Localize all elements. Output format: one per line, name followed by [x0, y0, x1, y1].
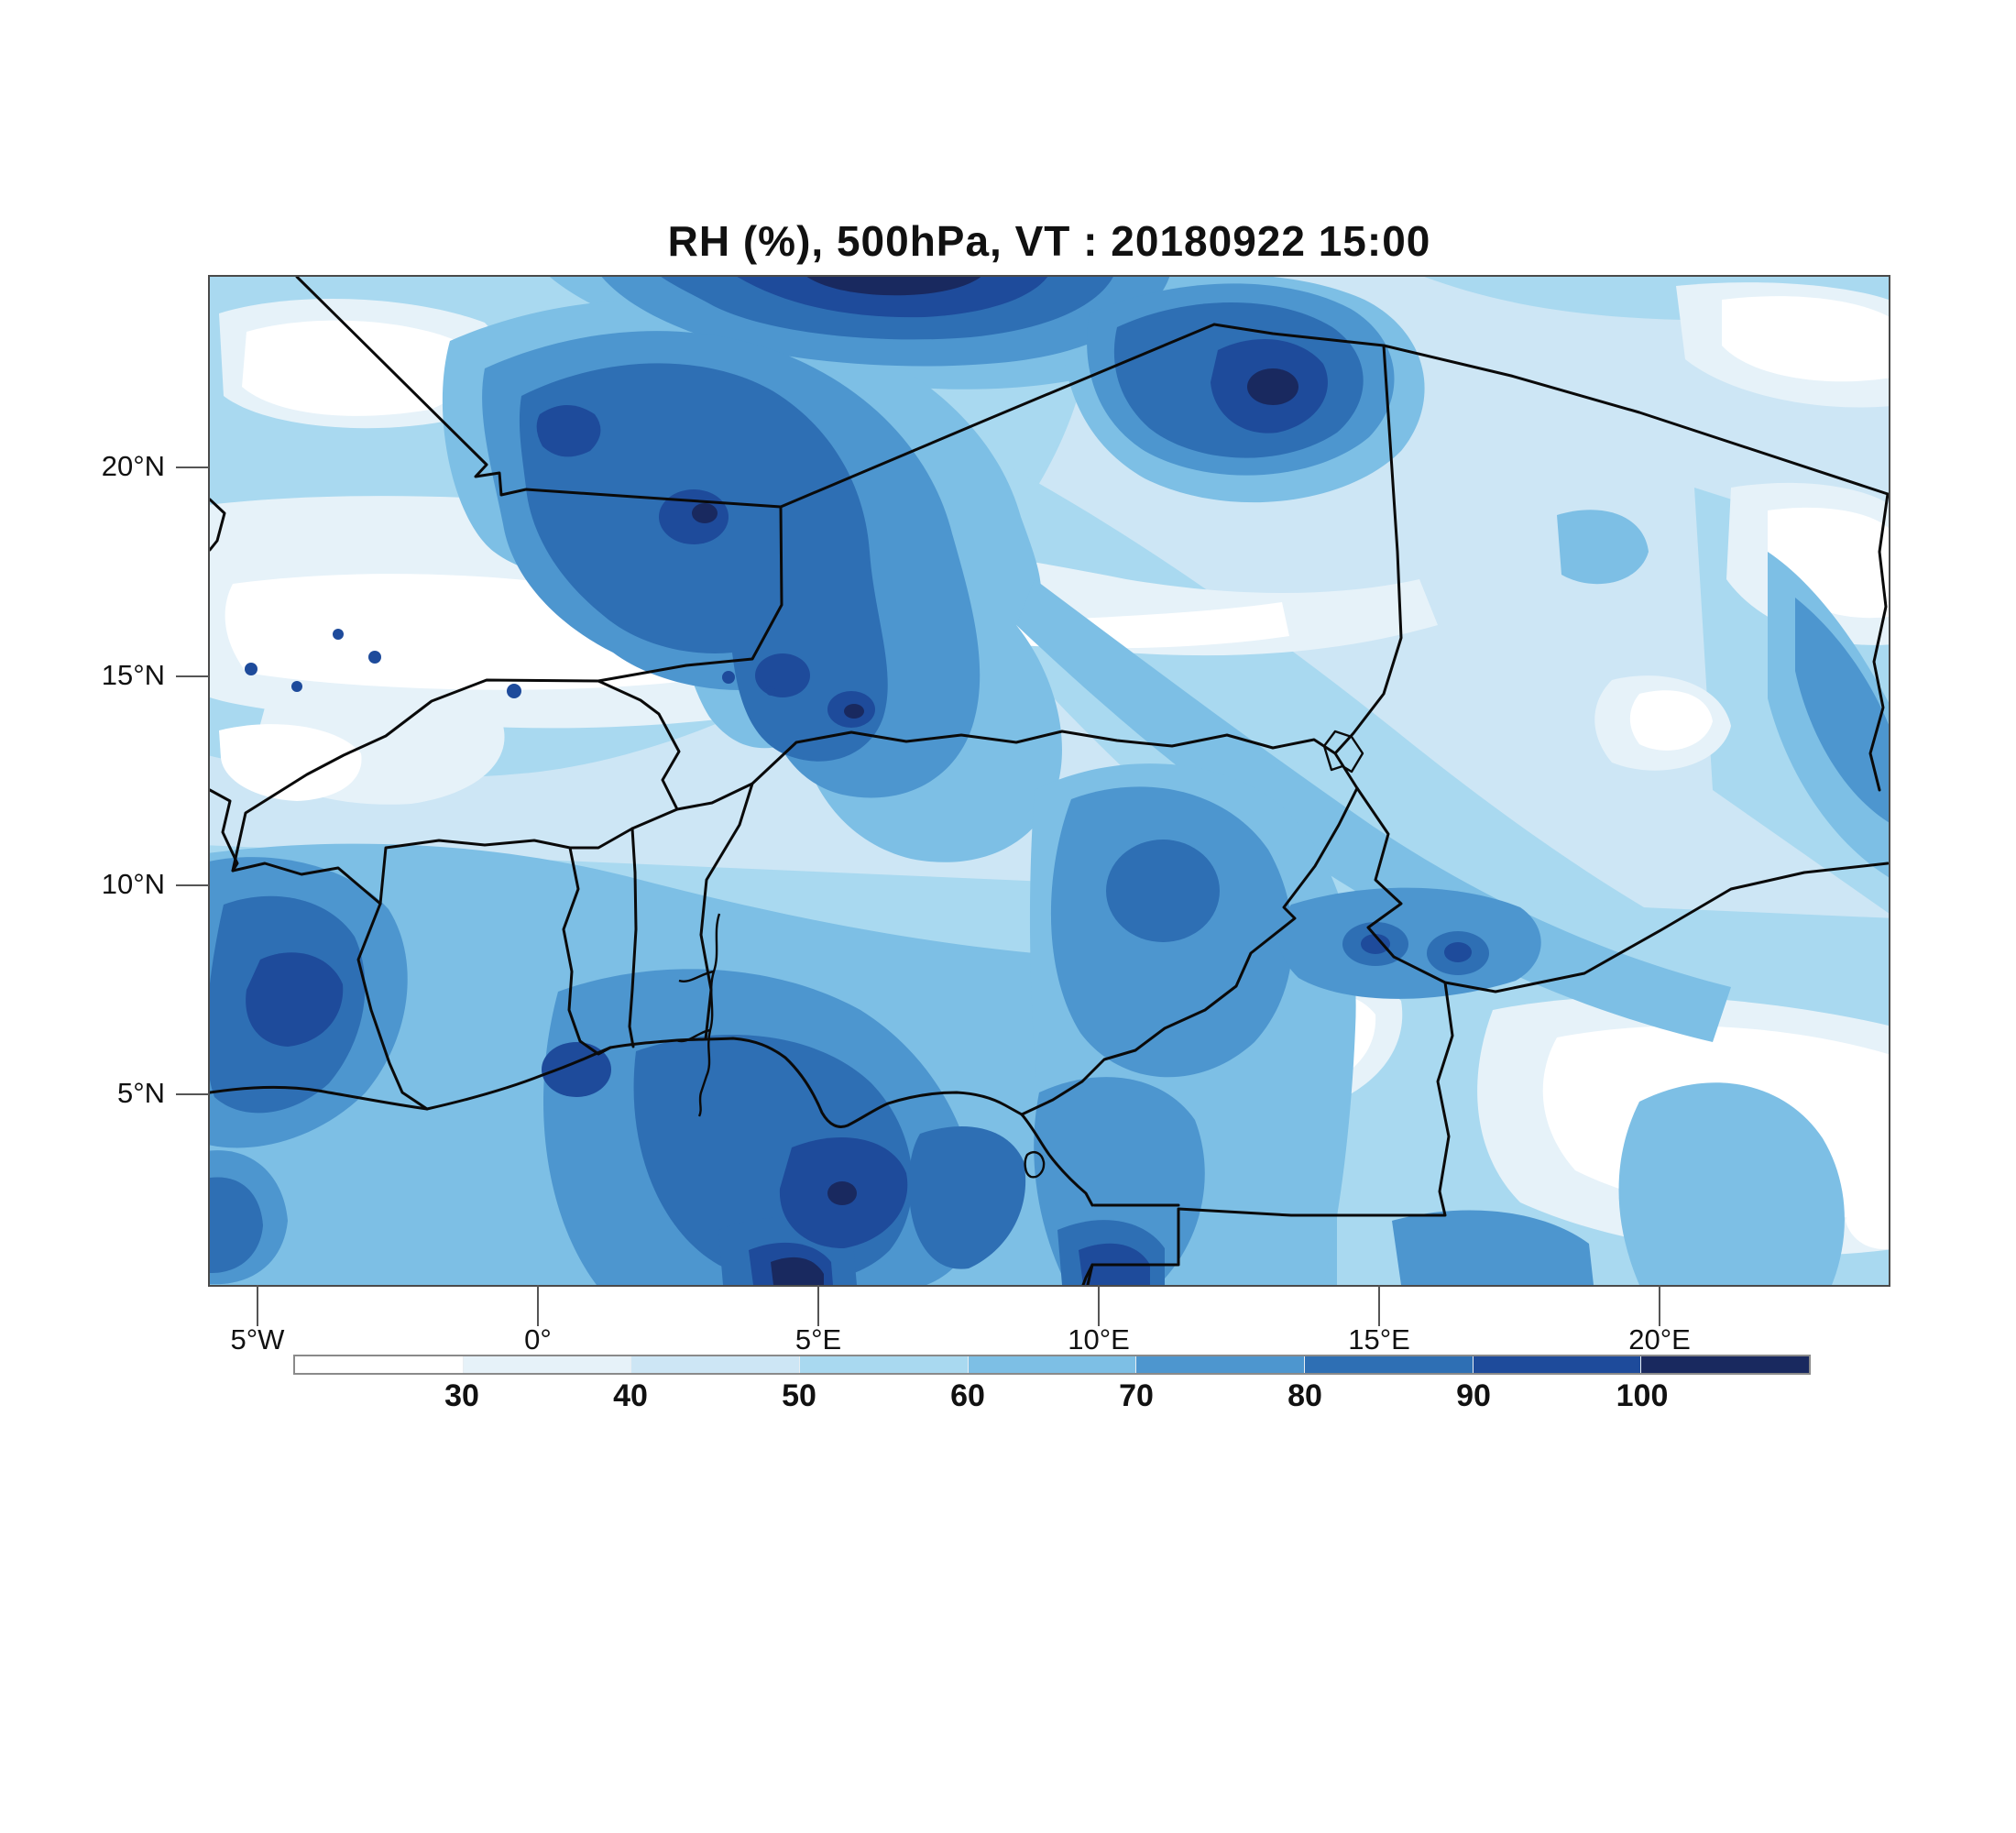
colorbar-segment [463, 1356, 632, 1373]
x-tick-label: 5°W [230, 1323, 285, 1356]
map-plot-area [208, 275, 1890, 1287]
y-tick-label: 10°N [101, 868, 165, 900]
border-algeria-niger [779, 323, 1216, 509]
colorbar-label: 30 [444, 1378, 479, 1413]
x-tick-mark [537, 1285, 539, 1326]
colorbar-segment [1473, 1356, 1642, 1373]
x-tick-mark [817, 1285, 819, 1326]
border-ghana-ivorycoast [356, 902, 429, 1111]
y-tick-mark [176, 466, 209, 468]
border-guinea-mali-edge [210, 788, 239, 873]
colorbar-segment [1136, 1356, 1306, 1373]
border-togo-benin [628, 827, 638, 1048]
y-tick-label: 5°N [116, 1077, 165, 1109]
colorbar-label: 50 [782, 1378, 816, 1413]
colorbar-label: 70 [1119, 1378, 1154, 1413]
border-chad-sudan [1868, 492, 1889, 792]
x-tick-label: 15°E [1348, 1323, 1410, 1356]
border-burkina-east-south [378, 679, 681, 906]
rh-contour-map [210, 277, 1889, 1285]
colorbar-label: 100 [1616, 1378, 1669, 1413]
border-burkina-west [231, 678, 600, 906]
border-cameroon-car-south [1086, 981, 1454, 1285]
colorbar-segment [295, 1356, 464, 1373]
y-tick-mark [176, 884, 209, 886]
x-tick-mark [1378, 1285, 1380, 1326]
border-niger-libya-chad [1212, 323, 1889, 496]
border-niger-nigeria [751, 730, 1337, 785]
border-nigeria-cameroon [1020, 752, 1359, 1116]
country-borders [210, 277, 1889, 1285]
x-tick-mark [257, 1285, 258, 1326]
border-algeria-mali [295, 277, 783, 509]
colorbar-segment [631, 1356, 801, 1373]
border-mali-niger [597, 505, 783, 683]
bioko-island [1024, 1151, 1046, 1179]
colorbar-segment [800, 1356, 969, 1373]
colorbar-label: 40 [613, 1378, 648, 1413]
lake-volta [675, 913, 721, 1117]
lake-chad [1322, 730, 1364, 774]
y-tick-label: 20°N [101, 450, 165, 482]
x-tick-label: 10°E [1068, 1323, 1130, 1356]
colorbar [293, 1355, 1811, 1375]
colorbar-label: 80 [1287, 1378, 1322, 1413]
coastline-gulf-of-guinea [210, 1037, 1094, 1285]
colorbar-segment [1641, 1356, 1810, 1373]
rh-fill-contours [210, 277, 1889, 1285]
colorbar-label: 60 [950, 1378, 985, 1413]
x-tick-mark [1098, 1285, 1100, 1326]
x-tick-label: 0° [524, 1323, 552, 1356]
y-tick-mark [176, 1093, 209, 1095]
x-tick-label: 20°E [1628, 1323, 1691, 1356]
y-tick-mark [176, 675, 209, 677]
x-tick-label: 5°E [794, 1323, 842, 1356]
border-mauritania-edge [210, 498, 226, 552]
y-tick-label: 15°N [101, 659, 165, 691]
colorbar-segment [1305, 1356, 1474, 1373]
colorbar-label: 90 [1456, 1378, 1491, 1413]
border-ghana-togo [562, 846, 612, 1056]
colorbar-segment [968, 1356, 1137, 1373]
x-tick-mark [1659, 1285, 1660, 1326]
plot-title: RH (%), 500hPa, VT : 20180922 15:00 [667, 217, 1431, 265]
lakes [675, 730, 1364, 1179]
border-benin-nigeria [675, 782, 754, 1041]
